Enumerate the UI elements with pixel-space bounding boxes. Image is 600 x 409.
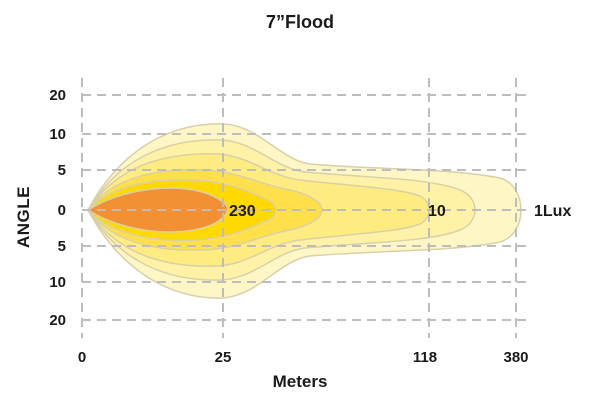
x-tick-label: 25 bbox=[215, 349, 232, 366]
chart-title: 7”Flood bbox=[266, 12, 334, 32]
isolux-contours bbox=[86, 123, 522, 299]
y-tick-label: 0 bbox=[58, 202, 66, 219]
x-axis-label: Meters bbox=[272, 372, 328, 391]
y-tick-label: 5 bbox=[58, 238, 66, 255]
isolux-label: 10 bbox=[428, 203, 446, 220]
x-tick-label: 380 bbox=[503, 349, 528, 366]
isolux-labels: 230 10 1Lux bbox=[229, 203, 571, 220]
y-tick-label: 20 bbox=[49, 87, 66, 104]
y-tick-labels: 20 10 5 0 5 10 20 bbox=[49, 87, 66, 329]
x-tick-label: 0 bbox=[78, 349, 86, 366]
grid-lines bbox=[81, 78, 530, 338]
y-tick-label: 20 bbox=[49, 312, 66, 329]
x-tick-labels: 0 25 118 380 bbox=[78, 349, 529, 366]
isolux-label: 1Lux bbox=[534, 203, 571, 220]
y-tick-label: 10 bbox=[49, 126, 66, 143]
x-tick-label: 118 bbox=[413, 349, 437, 366]
isolux-label: 230 bbox=[229, 203, 256, 220]
y-tick-label: 5 bbox=[58, 162, 66, 179]
y-tick-label: 10 bbox=[49, 274, 66, 291]
